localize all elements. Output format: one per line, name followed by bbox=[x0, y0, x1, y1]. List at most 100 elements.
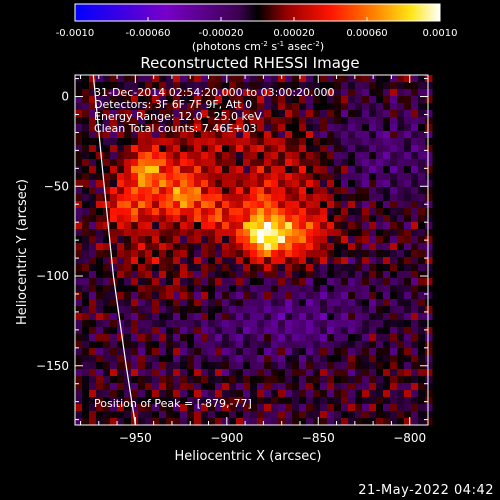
heatmap-cell bbox=[131, 362, 139, 370]
heatmap-cell bbox=[110, 215, 118, 223]
heatmap-cell bbox=[313, 222, 321, 230]
heatmap-cell bbox=[222, 138, 230, 146]
heatmap-cell bbox=[383, 103, 391, 111]
heatmap-cell bbox=[215, 159, 223, 167]
heatmap-cell bbox=[341, 194, 349, 202]
heatmap-cell bbox=[376, 236, 384, 244]
heatmap-cell bbox=[208, 96, 216, 104]
heatmap-cell bbox=[320, 194, 328, 202]
heatmap-cell bbox=[355, 173, 363, 181]
heatmap-cell bbox=[82, 306, 90, 314]
heatmap-cell bbox=[250, 229, 258, 237]
heatmap-cell bbox=[124, 306, 132, 314]
heatmap-cell bbox=[194, 299, 202, 307]
heatmap-cell bbox=[327, 327, 335, 335]
heatmap-cell bbox=[138, 159, 146, 167]
heatmap-cell bbox=[271, 166, 279, 174]
heatmap-cell bbox=[117, 278, 125, 286]
heatmap-cell bbox=[404, 306, 412, 314]
heatmap-cell bbox=[397, 355, 405, 363]
heatmap-cell bbox=[75, 285, 83, 293]
heatmap-cell bbox=[355, 376, 363, 384]
heatmap-cell bbox=[138, 306, 146, 314]
heatmap-cell bbox=[313, 103, 321, 111]
heatmap-cell bbox=[75, 208, 83, 216]
heatmap-cell bbox=[292, 355, 300, 363]
heatmap-cell bbox=[306, 278, 314, 286]
heatmap-cell bbox=[418, 187, 426, 195]
heatmap-cell bbox=[82, 110, 90, 118]
heatmap-cell bbox=[292, 180, 300, 188]
heatmap-cell bbox=[208, 411, 216, 419]
heatmap-cell bbox=[313, 334, 321, 342]
heatmap-cell bbox=[166, 243, 174, 251]
heatmap-cell bbox=[82, 383, 90, 391]
heatmap-cell bbox=[229, 124, 237, 132]
heatmap-cell bbox=[124, 341, 132, 349]
heatmap-cell bbox=[131, 257, 139, 265]
heatmap-cell bbox=[89, 313, 97, 321]
heatmap-cell bbox=[201, 376, 209, 384]
heatmap-cell bbox=[145, 180, 153, 188]
heatmap-cell bbox=[236, 131, 244, 139]
heatmap-cell bbox=[159, 103, 167, 111]
heatmap-cell bbox=[243, 404, 251, 412]
heatmap-cell bbox=[173, 327, 181, 335]
heatmap-cell bbox=[103, 327, 111, 335]
heatmap-cell bbox=[348, 397, 356, 405]
heatmap-cell bbox=[187, 236, 195, 244]
heatmap-cell bbox=[341, 75, 349, 83]
heatmap-cell bbox=[243, 271, 251, 279]
heatmap-cell bbox=[187, 390, 195, 398]
heatmap-cell bbox=[376, 131, 384, 139]
heatmap-cell bbox=[341, 362, 349, 370]
heatmap-cell bbox=[341, 390, 349, 398]
heatmap-cell bbox=[229, 173, 237, 181]
heatmap-cell bbox=[110, 187, 118, 195]
heatmap-cell bbox=[278, 369, 286, 377]
heatmap-cell bbox=[341, 327, 349, 335]
heatmap-cell bbox=[138, 75, 146, 83]
heatmap-cell bbox=[348, 236, 356, 244]
heatmap-cell bbox=[103, 397, 111, 405]
heatmap-cell bbox=[334, 96, 342, 104]
heatmap-cell bbox=[180, 166, 188, 174]
heatmap-cell bbox=[257, 229, 265, 237]
heatmap-cell bbox=[313, 327, 321, 335]
heatmap-cell bbox=[215, 327, 223, 335]
heatmap-cell bbox=[215, 362, 223, 370]
heatmap-cell bbox=[390, 222, 398, 230]
heatmap-cell bbox=[390, 292, 398, 300]
heatmap-cell bbox=[257, 131, 265, 139]
heatmap-cell bbox=[117, 89, 125, 97]
heatmap-cell bbox=[75, 110, 83, 118]
heatmap-cell bbox=[243, 369, 251, 377]
heatmap-cell bbox=[327, 397, 335, 405]
heatmap-cell bbox=[383, 383, 391, 391]
heatmap-cell bbox=[103, 320, 111, 328]
heatmap-cell bbox=[201, 306, 209, 314]
heatmap-cell bbox=[103, 411, 111, 419]
heatmap-cell bbox=[285, 138, 293, 146]
heatmap-cell bbox=[390, 257, 398, 265]
heatmap-cell bbox=[222, 341, 230, 349]
heatmap-cell bbox=[173, 397, 181, 405]
heatmap-cell bbox=[341, 187, 349, 195]
heatmap-cell bbox=[418, 201, 426, 209]
heatmap-cell bbox=[131, 173, 139, 181]
heatmap-cell bbox=[131, 390, 139, 398]
heatmap-cell bbox=[250, 341, 258, 349]
heatmap-cell bbox=[82, 348, 90, 356]
heatmap-cell bbox=[236, 229, 244, 237]
heatmap-cell bbox=[292, 110, 300, 118]
heatmap-cell bbox=[201, 117, 209, 125]
heatmap-cell bbox=[89, 152, 97, 160]
heatmap-cell bbox=[131, 397, 139, 405]
heatmap-cell bbox=[110, 159, 118, 167]
heatmap-cell bbox=[397, 278, 405, 286]
heatmap-cell bbox=[376, 369, 384, 377]
heatmap-cell bbox=[180, 152, 188, 160]
heatmap-cell bbox=[110, 166, 118, 174]
heatmap-cell bbox=[124, 397, 132, 405]
heatmap-cell bbox=[376, 222, 384, 230]
